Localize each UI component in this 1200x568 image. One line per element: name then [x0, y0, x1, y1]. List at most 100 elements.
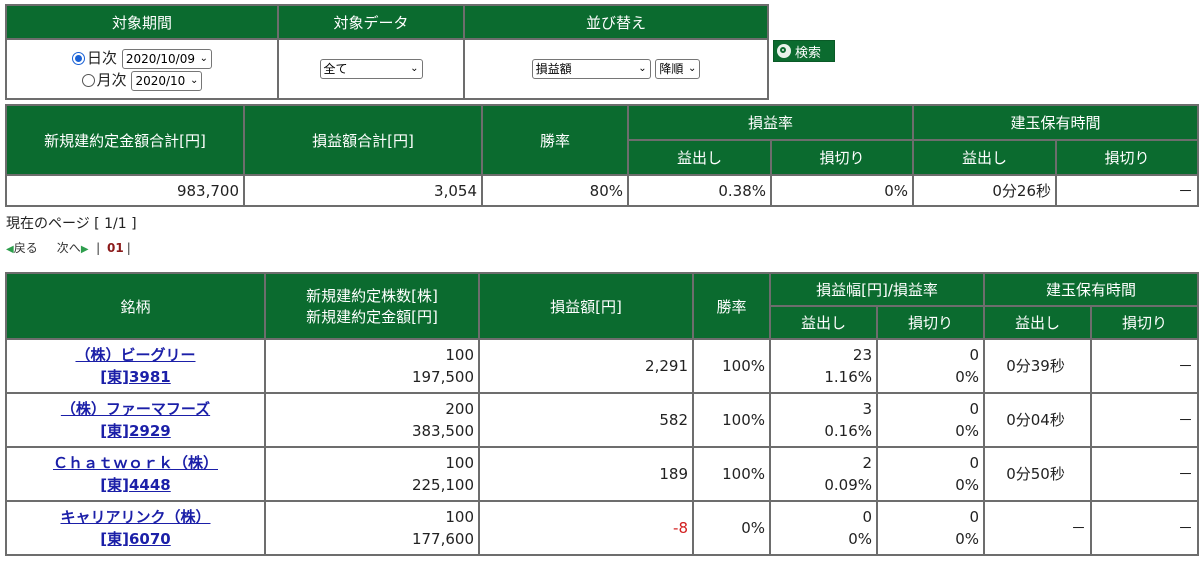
total-pl-value: 3,054: [243, 174, 483, 207]
pl-value: 2,291: [478, 338, 694, 394]
hold-profit-value: －: [983, 500, 1093, 556]
hold-loss-value: －: [1055, 174, 1200, 207]
range-profit-cell: 0 0%: [769, 500, 878, 556]
monthly-date-select[interactable]: 2020/10 ⌄: [131, 70, 203, 91]
range-loss-cell: 0 0%: [875, 392, 986, 448]
win-rate-header: 勝率: [481, 104, 629, 176]
period-header: 対象期間: [5, 4, 279, 40]
pl-value: -8: [478, 500, 694, 556]
profit-width-value: 0: [862, 508, 872, 526]
stock-name-link[interactable]: （株）ビーグリー: [75, 346, 196, 364]
stock-name-cell: Ｃｈａｔｗｏｒｋ（株） [東]4448: [5, 446, 266, 502]
stock-name-cell: キャリアリンク（株） [東]6070: [5, 500, 266, 556]
stock-name-link[interactable]: Ｃｈａｔｗｏｒｋ（株）: [52, 454, 218, 472]
stock-code-link[interactable]: [東]2929: [100, 422, 171, 440]
sort-order-value: 降順: [659, 62, 684, 76]
pl-rate-profit-header: 益出し: [627, 139, 772, 176]
detail-body: （株）ビーグリー [東]3981 100 197,500 2,291 100% 23 1.16…: [5, 338, 1200, 556]
monthly-label: 月次: [96, 71, 127, 89]
loss-width-value: 0: [969, 346, 980, 364]
profit-rate-value: 0.09%: [824, 476, 872, 494]
stock-code-link[interactable]: [東]3981: [100, 368, 171, 386]
sort-field-value: 損益額: [535, 62, 572, 76]
total-amount-value: 983,700: [5, 174, 245, 207]
back-link[interactable]: 戻る: [13, 241, 38, 255]
profit-width-value: 3: [862, 400, 872, 418]
profit-rate-value: 1.16%: [824, 368, 872, 386]
hold-loss-value: －: [1090, 338, 1200, 394]
next-link[interactable]: 次へ: [56, 241, 81, 255]
back-arrow-icon: ◀: [6, 244, 14, 255]
hold-profit-value: 0分26秒: [912, 174, 1058, 207]
daily-radio[interactable]: [72, 52, 86, 65]
monthly-radio[interactable]: [81, 74, 95, 87]
chevron-down-icon: ⌄: [189, 74, 199, 86]
current-page-text: 現在のページ [ 1/1 ]: [6, 216, 137, 232]
loss-rate-value: 0%: [955, 422, 980, 440]
profit-width-value: 23: [852, 346, 872, 364]
amount-value: 383,500: [411, 422, 474, 440]
filter-table: 対象期間 対象データ 並び替え 日次 2020/10/09 ⌄ 月次 2020/1…: [5, 4, 769, 100]
range-profit-cell: 2 0.09%: [769, 446, 878, 502]
page-number[interactable]: 01: [107, 241, 124, 255]
loss-rate-value: 0%: [955, 530, 980, 548]
chevron-down-icon: ⌄: [410, 63, 419, 74]
hold-profit-header: 益出し: [912, 139, 1058, 176]
pl-header: 損益額[円]: [478, 272, 694, 340]
shares-value: 100: [445, 508, 474, 526]
data-select[interactable]: 全て ⌄: [319, 59, 423, 79]
detail-hold-profit-header: 益出し: [983, 305, 1093, 340]
hold-time-header: 建玉保有時間: [912, 104, 1200, 141]
monthly-row: 月次 2020/10 ⌄: [7, 69, 277, 91]
amount-value: 177,600: [411, 530, 474, 548]
search-button-label: 検索: [795, 45, 822, 61]
pagination: ◀戻る 次へ▶ | 01 |: [6, 241, 131, 255]
table-row: Ｃｈａｔｗｏｒｋ（株） [東]4448 100 225,100 189 100% 2 0.09…: [5, 446, 1200, 502]
summary-row: 983,700 3,054 80% 0.38% 0% 0分26秒 －: [5, 174, 1200, 207]
daily-label: 日次: [87, 49, 118, 67]
shares-amount-cell: 200 383,500: [264, 392, 480, 448]
detail-hold-header: 建玉保有時間: [983, 272, 1200, 307]
chevron-down-icon: ⌄: [688, 63, 697, 74]
search-icon: [777, 44, 791, 58]
sort-field-select[interactable]: 損益額 ⌄: [531, 59, 651, 79]
stock-name-link[interactable]: キャリアリンク（株）: [60, 508, 211, 526]
amount-header: 新規建約定金額[円]: [306, 308, 438, 326]
win-rate-value: 100%: [692, 446, 771, 502]
hold-loss-value: －: [1090, 500, 1200, 556]
hold-profit-value: 0分50秒: [983, 446, 1093, 502]
name-header: 銘柄: [5, 272, 266, 340]
data-select-value: 全て: [323, 62, 348, 76]
period-cell: 日次 2020/10/09 ⌄ 月次 2020/10 ⌄: [5, 38, 279, 100]
daily-date-select[interactable]: 2020/10/09 ⌄: [121, 48, 212, 69]
stock-name-link[interactable]: （株）ファーマフーズ: [60, 400, 211, 418]
loss-width-value: 0: [969, 400, 980, 418]
range-loss-cell: 0 0%: [875, 338, 986, 394]
win-rate-value: 100%: [692, 392, 771, 448]
shares-header: 新規建約定株数[株]: [306, 287, 438, 305]
daily-date-value: 2020/10/09: [125, 51, 195, 66]
range-loss-cell: 0 0%: [875, 446, 986, 502]
total-pl-header: 損益額合計[円]: [243, 104, 483, 176]
shares-amount-header: 新規建約定株数[株] 新規建約定金額[円]: [264, 272, 480, 340]
stock-code-link[interactable]: [東]4448: [100, 476, 171, 494]
next-arrow-icon: ▶: [80, 244, 89, 255]
table-row: （株）ファーマフーズ [東]2929 200 383,500 582 100% 3 0.16%…: [5, 392, 1200, 448]
range-profit-cell: 23 1.16%: [769, 338, 878, 394]
shares-value: 100: [445, 454, 474, 472]
search-button[interactable]: 検索: [773, 40, 835, 62]
loss-width-value: 0: [969, 454, 980, 472]
sort-order-select[interactable]: 降順 ⌄: [655, 59, 701, 79]
pl-rate-loss-value: 0%: [769, 174, 915, 207]
hold-profit-value: 0分04秒: [983, 392, 1093, 448]
shares-amount-cell: 100 225,100: [264, 446, 480, 502]
stock-name-cell: （株）ファーマフーズ [東]2929: [5, 392, 266, 448]
range-profit-cell: 3 0.16%: [769, 392, 878, 448]
loss-rate-value: 0%: [955, 368, 980, 386]
amount-value: 197,500: [411, 368, 474, 386]
data-cell: 全て ⌄: [277, 38, 465, 100]
stock-code-link[interactable]: [東]6070: [100, 530, 171, 548]
detail-table: 銘柄 新規建約定株数[株] 新規建約定金額[円] 損益額[円] 勝率 損益幅[円]…: [5, 272, 1200, 556]
win-rate-value: 100%: [692, 338, 771, 394]
chevron-down-icon: ⌄: [638, 63, 647, 74]
